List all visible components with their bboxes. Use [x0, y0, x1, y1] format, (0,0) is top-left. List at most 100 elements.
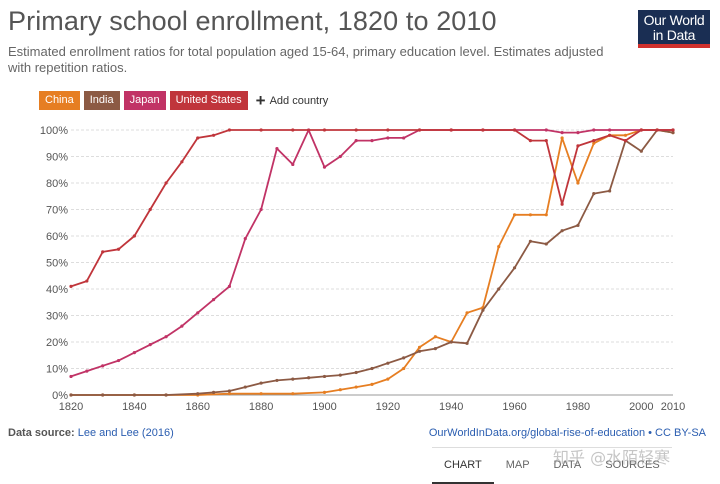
data-point-india — [402, 356, 406, 360]
data-point-united-states — [608, 133, 612, 137]
data-point-india — [560, 229, 564, 233]
data-point-china — [386, 377, 390, 381]
data-point-united-states — [528, 139, 533, 143]
source-url-link[interactable]: OurWorldInData.org/global-rise-of-educat… — [428, 427, 706, 439]
data-point-japan — [116, 358, 121, 363]
data-point-china — [576, 181, 580, 185]
data-point-united-states — [449, 128, 453, 132]
data-point-india — [132, 393, 136, 397]
x-tick-label: 1980 — [566, 401, 590, 413]
data-point-china — [544, 213, 548, 217]
data-point-india — [101, 393, 105, 397]
data-point-india — [497, 287, 501, 291]
data-point-united-states — [259, 128, 263, 132]
data-point-india — [307, 376, 311, 380]
data-point-japan — [196, 311, 200, 315]
y-tick-label: 50% — [46, 258, 68, 270]
data-point-united-states — [481, 128, 485, 132]
add-country-label: Add country — [269, 94, 329, 107]
data-point-japan — [386, 136, 390, 140]
y-tick-label: 30% — [46, 311, 68, 323]
data-point-india — [211, 390, 216, 394]
tab-data[interactable]: DATA — [553, 459, 582, 471]
data-point-united-states — [512, 128, 517, 132]
x-tick-label: 1880 — [249, 401, 273, 413]
data-point-india — [386, 361, 390, 365]
legend: China India Japan United States + Add co… — [39, 91, 328, 110]
data-point-japan — [132, 351, 136, 355]
add-country-button[interactable]: + Add country — [256, 92, 329, 109]
data-source: Data source: Lee and Lee (2016) — [8, 427, 174, 439]
x-tick-label: 1860 — [185, 401, 209, 413]
data-source-label: Data source: — [8, 427, 75, 439]
data-point-india — [69, 393, 73, 397]
data-point-united-states — [148, 207, 152, 212]
data-point-india — [164, 393, 168, 397]
data-point-china — [402, 366, 406, 371]
data-point-india — [275, 378, 279, 383]
data-point-india — [417, 349, 422, 353]
tab-chart[interactable]: CHART — [432, 448, 494, 484]
data-point-japan — [227, 284, 232, 288]
data-point-united-states — [116, 247, 121, 251]
data-point-japan — [544, 128, 548, 132]
y-tick-label: 80% — [46, 178, 68, 190]
data-point-china — [227, 392, 232, 396]
data-point-japan — [576, 131, 580, 135]
data-point-united-states — [180, 160, 184, 164]
data-point-china — [259, 392, 263, 396]
x-tick-label: 2010 — [661, 401, 685, 413]
data-point-japan — [322, 165, 327, 169]
line-chart[interactable]: 0% 10% 20% 30% 40% 50% 60% 70% 80% 90% 100% 1820 184… — [0, 112, 720, 417]
data-point-india — [449, 340, 453, 344]
data-point-united-states — [164, 181, 168, 185]
data-point-japan — [164, 335, 168, 339]
data-point-india — [592, 192, 596, 196]
data-point-japan — [338, 154, 342, 159]
x-tick-label: 1820 — [59, 401, 83, 413]
data-point-japan — [402, 136, 406, 140]
data-point-japan — [69, 374, 73, 379]
data-point-china — [354, 385, 358, 389]
x-tick-label: 1940 — [439, 401, 463, 413]
data-point-india — [370, 366, 374, 371]
series-line-united-states — [70, 129, 673, 288]
data-point-japan — [85, 369, 89, 373]
data-point-united-states — [196, 136, 200, 140]
data-point-india — [259, 381, 263, 385]
data-point-china — [592, 141, 596, 145]
tab-sources[interactable]: SOURCES — [605, 459, 660, 471]
data-point-japan — [211, 298, 216, 302]
data-point-united-states — [101, 250, 105, 254]
plus-icon: + — [255, 91, 266, 110]
data-point-united-states — [85, 279, 89, 283]
data-point-united-states — [211, 133, 216, 137]
data-point-japan — [608, 128, 612, 132]
owid-logo[interactable]: Our World in Data — [638, 10, 710, 48]
x-tick-label: 1900 — [312, 401, 336, 413]
legend-chip-china[interactable]: China — [39, 91, 80, 110]
data-point-india — [322, 374, 327, 379]
legend-chip-japan[interactable]: Japan — [123, 91, 166, 110]
data-point-india — [354, 370, 358, 375]
data-point-japan — [259, 207, 263, 212]
tab-map[interactable]: MAP — [505, 459, 530, 471]
y-tick-label: 0% — [52, 390, 68, 402]
data-point-india — [608, 189, 612, 193]
data-point-japan — [592, 128, 596, 132]
data-point-india — [512, 266, 517, 270]
data-point-united-states — [544, 139, 548, 143]
legend-chip-india[interactable]: India — [83, 91, 120, 110]
data-point-united-states — [354, 128, 358, 132]
y-tick-label: 40% — [46, 284, 68, 296]
data-point-united-states — [576, 144, 580, 148]
data-point-japan — [354, 139, 358, 143]
data-point-india — [433, 347, 437, 351]
view-tabs: CHART MAP DATA SOURCES — [432, 447, 672, 484]
legend-chip-united-states[interactable]: United States — [169, 91, 248, 110]
data-point-china — [433, 335, 437, 339]
data-point-united-states — [291, 128, 295, 132]
data-point-united-states — [132, 234, 136, 238]
data-point-india — [528, 239, 533, 243]
data-source-link[interactable]: Lee and Lee (2016) — [77, 427, 174, 439]
